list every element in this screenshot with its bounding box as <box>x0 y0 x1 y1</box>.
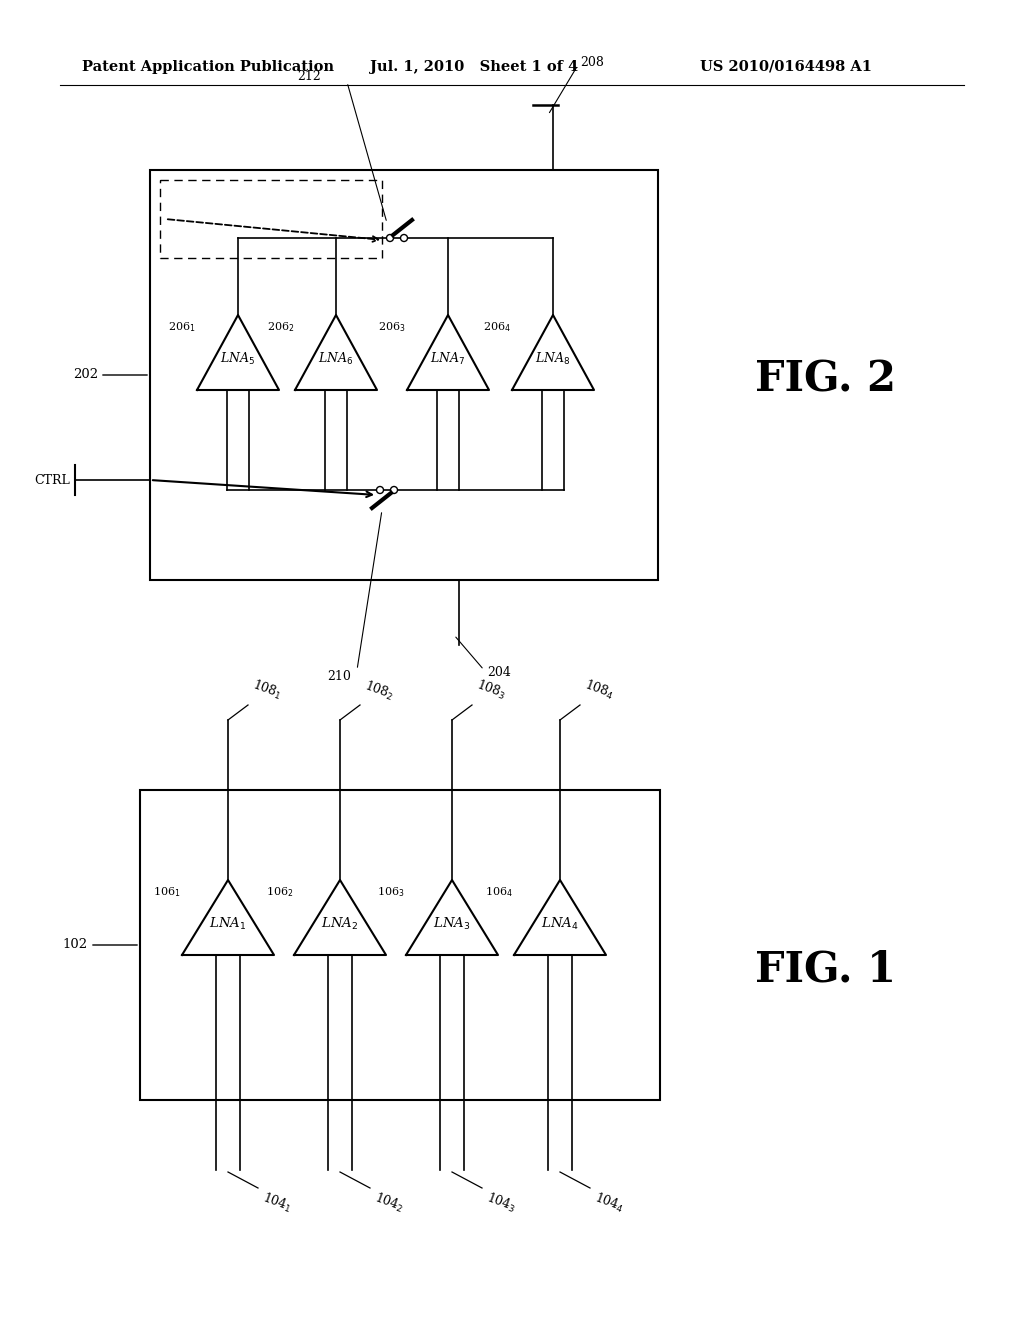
Text: 104$_1$: 104$_1$ <box>260 1191 294 1216</box>
Text: 210: 210 <box>327 671 351 684</box>
Text: LNA$_3$: LNA$_3$ <box>433 916 471 932</box>
Text: LNA$_6$: LNA$_6$ <box>318 350 353 367</box>
Text: 102: 102 <box>62 939 88 952</box>
Text: 206$_4$: 206$_4$ <box>483 319 511 334</box>
Text: 104$_4$: 104$_4$ <box>592 1191 627 1216</box>
Text: 106$_1$: 106$_1$ <box>154 884 181 899</box>
Bar <box>140 789 660 1100</box>
Text: LNA$_1$: LNA$_1$ <box>209 916 247 932</box>
Text: LNA$_2$: LNA$_2$ <box>322 916 358 932</box>
Text: LNA$_5$: LNA$_5$ <box>220 350 256 367</box>
Text: FIG. 1: FIG. 1 <box>755 949 896 991</box>
Circle shape <box>400 235 408 242</box>
Text: CTRL: CTRL <box>34 474 70 487</box>
Text: 104$_3$: 104$_3$ <box>484 1191 518 1216</box>
Text: LNA$_7$: LNA$_7$ <box>430 350 466 367</box>
Bar <box>150 170 658 579</box>
Text: 108$_1$: 108$_1$ <box>250 677 285 704</box>
Text: Jul. 1, 2010   Sheet 1 of 4: Jul. 1, 2010 Sheet 1 of 4 <box>370 59 579 74</box>
Text: 206$_3$: 206$_3$ <box>379 319 406 334</box>
Text: FIG. 2: FIG. 2 <box>755 359 896 401</box>
Text: US 2010/0164498 A1: US 2010/0164498 A1 <box>700 59 872 74</box>
Circle shape <box>377 487 384 494</box>
Text: Patent Application Publication: Patent Application Publication <box>82 59 334 74</box>
Text: 206$_1$: 206$_1$ <box>168 319 196 334</box>
Text: 104$_2$: 104$_2$ <box>372 1191 407 1216</box>
Bar <box>160 180 382 257</box>
Text: 106$_4$: 106$_4$ <box>485 884 513 899</box>
Text: 202: 202 <box>73 368 98 381</box>
Text: 204: 204 <box>487 665 511 678</box>
Text: 108$_4$: 108$_4$ <box>582 677 616 704</box>
Text: 208: 208 <box>580 55 604 69</box>
Text: LNA$_4$: LNA$_4$ <box>542 916 579 932</box>
Circle shape <box>386 235 393 242</box>
Text: 106$_3$: 106$_3$ <box>378 884 406 899</box>
Text: 206$_2$: 206$_2$ <box>266 319 294 334</box>
Circle shape <box>390 487 397 494</box>
Text: 108$_2$: 108$_2$ <box>362 677 396 704</box>
Text: LNA$_8$: LNA$_8$ <box>536 350 570 367</box>
Text: 106$_2$: 106$_2$ <box>265 884 293 899</box>
Text: 108$_3$: 108$_3$ <box>474 677 509 704</box>
Text: 212: 212 <box>297 70 321 83</box>
